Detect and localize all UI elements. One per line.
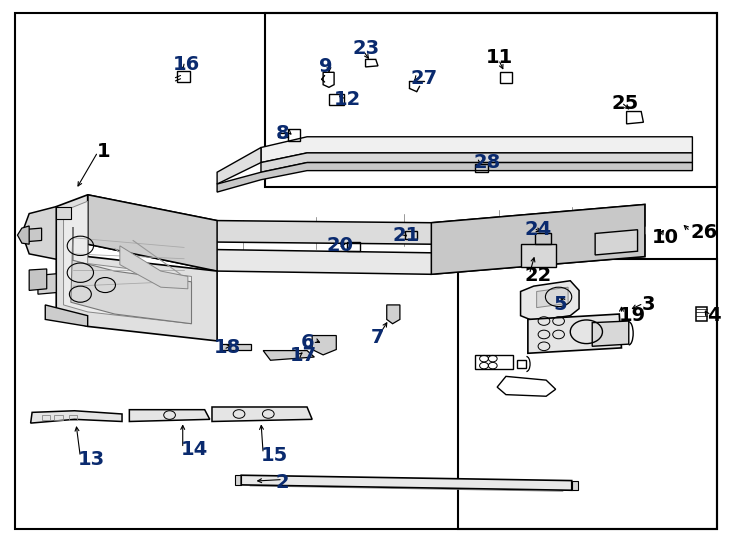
- Polygon shape: [217, 163, 692, 192]
- Polygon shape: [18, 226, 29, 244]
- Text: 10: 10: [653, 228, 679, 247]
- Polygon shape: [528, 314, 622, 353]
- Text: 27: 27: [411, 69, 438, 87]
- Polygon shape: [537, 287, 568, 308]
- Text: 21: 21: [393, 226, 420, 245]
- Polygon shape: [22, 228, 42, 242]
- Text: 22: 22: [524, 266, 551, 285]
- Polygon shape: [57, 195, 217, 341]
- Text: 20: 20: [327, 237, 354, 255]
- Text: 16: 16: [173, 55, 200, 75]
- Polygon shape: [64, 201, 192, 323]
- Text: 17: 17: [290, 347, 317, 366]
- Polygon shape: [387, 305, 400, 323]
- Polygon shape: [217, 147, 261, 184]
- Polygon shape: [71, 227, 192, 323]
- Polygon shape: [520, 281, 579, 321]
- Text: 6: 6: [301, 333, 315, 352]
- Text: 18: 18: [214, 339, 241, 357]
- Text: 7: 7: [371, 328, 384, 347]
- Polygon shape: [221, 344, 252, 349]
- Polygon shape: [87, 195, 645, 244]
- Polygon shape: [87, 222, 645, 274]
- Text: 23: 23: [352, 39, 379, 58]
- Polygon shape: [592, 321, 629, 346]
- Polygon shape: [261, 153, 692, 172]
- Polygon shape: [312, 335, 336, 355]
- Text: 28: 28: [473, 153, 501, 172]
- Polygon shape: [432, 205, 645, 274]
- Text: 4: 4: [707, 306, 721, 325]
- Text: 11: 11: [486, 48, 514, 68]
- Text: 15: 15: [261, 446, 288, 465]
- Polygon shape: [22, 207, 57, 259]
- Text: 8: 8: [275, 124, 289, 143]
- Polygon shape: [31, 411, 122, 423]
- Text: 12: 12: [334, 90, 361, 109]
- Text: 1: 1: [96, 143, 110, 161]
- Polygon shape: [87, 195, 217, 271]
- Polygon shape: [261, 137, 692, 163]
- Polygon shape: [572, 481, 578, 490]
- Polygon shape: [595, 230, 638, 255]
- Polygon shape: [57, 207, 71, 219]
- Polygon shape: [120, 246, 188, 289]
- Text: 13: 13: [78, 450, 105, 469]
- Polygon shape: [520, 244, 556, 267]
- Text: 3: 3: [642, 295, 655, 314]
- Text: 25: 25: [612, 94, 639, 113]
- Text: 14: 14: [181, 441, 208, 460]
- Polygon shape: [129, 410, 210, 422]
- Polygon shape: [241, 475, 572, 490]
- Polygon shape: [46, 305, 87, 326]
- Text: 26: 26: [690, 223, 717, 242]
- Text: 5: 5: [553, 295, 567, 314]
- Polygon shape: [38, 274, 57, 294]
- Text: 9: 9: [319, 57, 333, 77]
- Text: 2: 2: [275, 472, 289, 492]
- Text: 19: 19: [619, 306, 647, 325]
- Polygon shape: [29, 269, 47, 291]
- Text: 24: 24: [524, 220, 551, 239]
- Polygon shape: [212, 407, 312, 422]
- Polygon shape: [264, 350, 314, 360]
- Polygon shape: [236, 475, 241, 485]
